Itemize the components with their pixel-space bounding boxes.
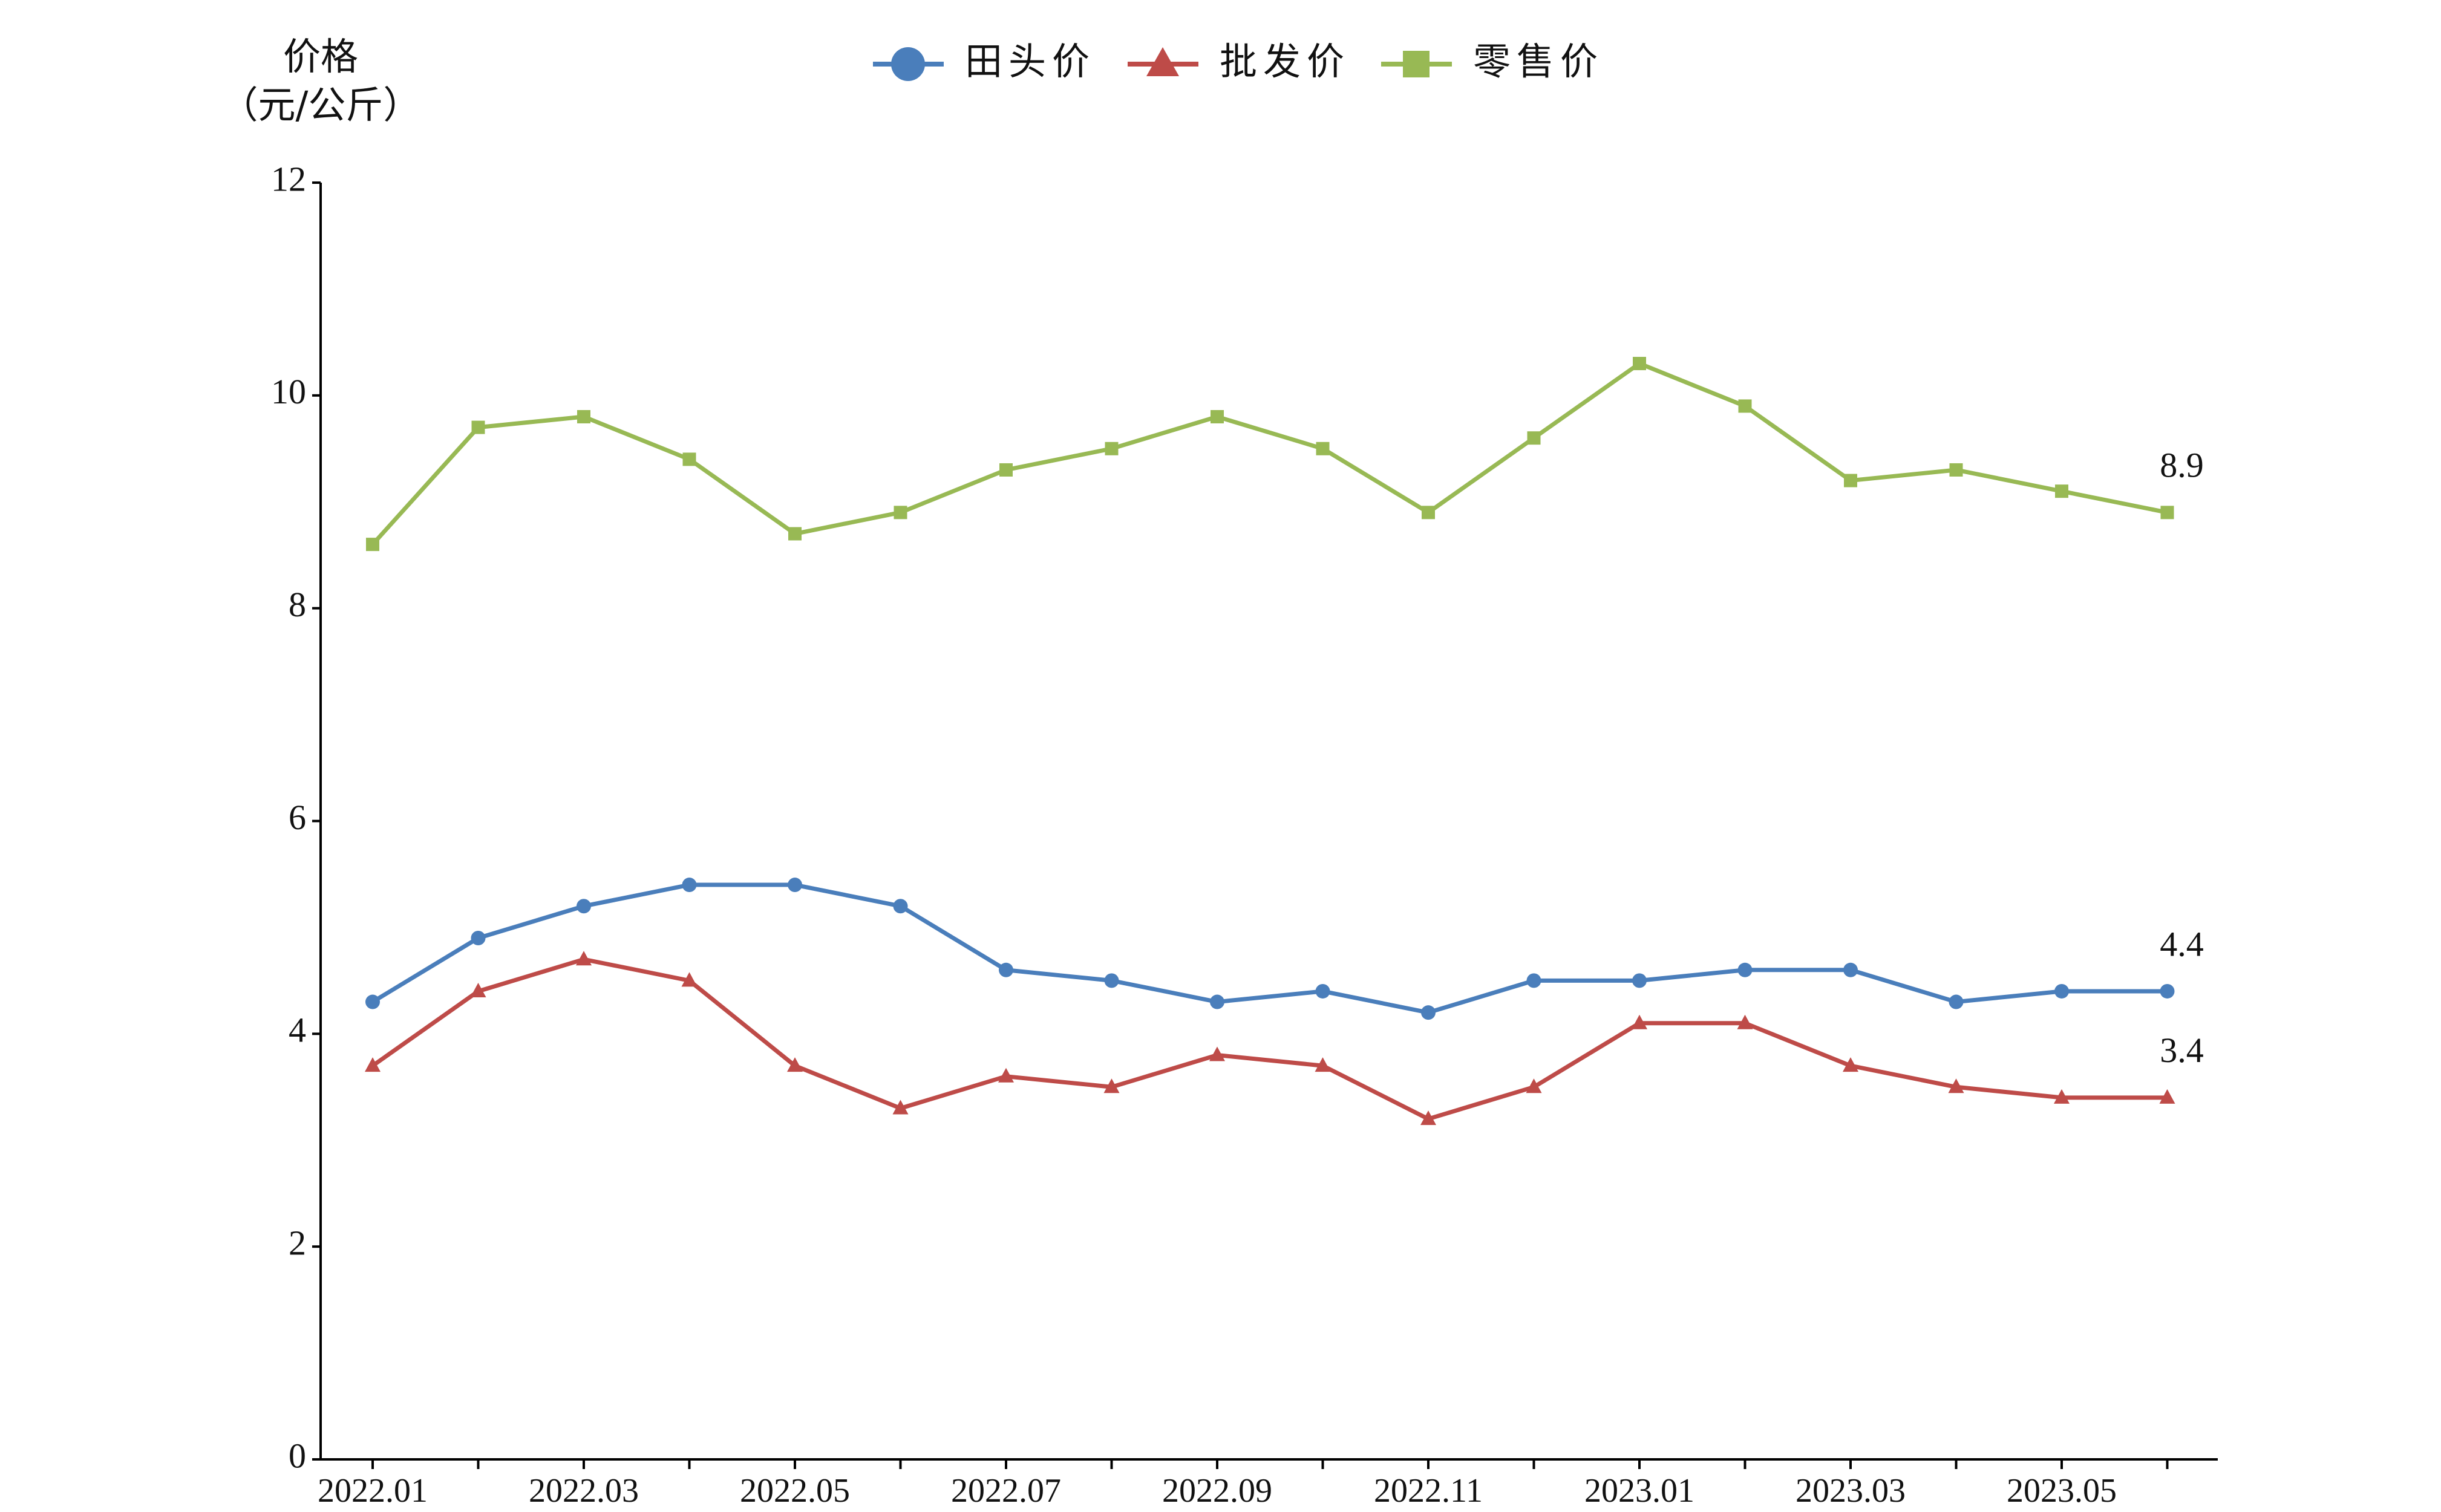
data-point xyxy=(1844,474,1857,487)
data-point xyxy=(1949,994,1964,1009)
x-tick-label: 2022.01 xyxy=(318,1472,428,1510)
x-tick-label: 2023.05 xyxy=(2007,1472,2117,1510)
data-point xyxy=(1737,1014,1753,1029)
series-line xyxy=(371,957,2168,1121)
x-tick-label: 2022.09 xyxy=(1162,1472,1272,1510)
data-point xyxy=(788,527,802,541)
data-point xyxy=(1843,1057,1858,1072)
data-point xyxy=(1210,994,1224,1009)
data-point xyxy=(2160,983,2175,999)
data-point xyxy=(893,899,908,914)
y-tick-label: 12 xyxy=(271,159,306,198)
data-point xyxy=(2054,1089,2070,1104)
data-point xyxy=(682,452,696,466)
data-point xyxy=(365,1057,381,1072)
data-point xyxy=(366,538,379,552)
legend-label: 零售价 xyxy=(1473,39,1604,83)
data-point xyxy=(1211,410,1224,424)
series-line xyxy=(371,361,2168,546)
data-label: 3.4 xyxy=(2160,1031,2204,1070)
data-point xyxy=(1315,983,1330,999)
data-point xyxy=(2160,506,2174,520)
data-point xyxy=(1422,506,1435,520)
data-point xyxy=(999,962,1013,977)
x-tick-label: 2022.05 xyxy=(740,1472,850,1510)
data-point xyxy=(1315,1057,1331,1072)
data-point xyxy=(1948,1078,1964,1093)
y-tick-label: 6 xyxy=(289,798,306,837)
y-tick-label: 8 xyxy=(289,585,306,624)
data-point xyxy=(470,982,486,997)
data-point xyxy=(1316,442,1330,455)
data-point xyxy=(1526,973,1541,988)
data-point xyxy=(365,994,380,1009)
data-point xyxy=(1633,357,1646,371)
y-axis-label: 价格 xyxy=(283,34,358,79)
data-point xyxy=(998,1067,1014,1083)
y-tick-label: 10 xyxy=(271,372,306,411)
data-point xyxy=(1209,1046,1225,1061)
y-axis-unit: （元/公斤） xyxy=(221,83,421,127)
legend-label: 田头价 xyxy=(965,39,1096,83)
data-point xyxy=(2054,983,2069,999)
legend-label: 批发价 xyxy=(1220,39,1350,83)
data-point xyxy=(681,972,698,987)
data-label: 8.9 xyxy=(2160,446,2204,485)
data-point xyxy=(471,420,485,434)
x-tick-label: 2022.07 xyxy=(951,1472,1061,1510)
data-point xyxy=(1526,1078,1542,1093)
x-tick-label: 2022.11 xyxy=(1374,1472,1483,1510)
data-point xyxy=(1949,463,1963,477)
y-tick-label: 4 xyxy=(289,1011,306,1050)
x-tick-label: 2023.01 xyxy=(1584,1472,1694,1510)
data-point xyxy=(894,506,907,520)
legend-marker xyxy=(1146,47,1179,76)
data-point xyxy=(2159,1089,2175,1104)
data-point xyxy=(1104,973,1119,988)
data-point xyxy=(1632,973,1647,988)
data-point xyxy=(999,463,1013,477)
data-point xyxy=(1421,1005,1436,1020)
data-point xyxy=(1632,1014,1647,1029)
legend-marker xyxy=(891,47,925,81)
data-point xyxy=(1420,1110,1436,1126)
data-point xyxy=(1103,1078,1120,1093)
data-point xyxy=(1737,962,1753,977)
x-tick-label: 2022.03 xyxy=(529,1472,639,1510)
data-point xyxy=(1527,431,1541,445)
data-point xyxy=(577,410,590,424)
data-point xyxy=(1843,962,1858,977)
data-point xyxy=(1105,442,1119,455)
data-label: 4.4 xyxy=(2160,924,2204,963)
data-point xyxy=(787,1057,803,1072)
data-point xyxy=(682,878,697,893)
data-point xyxy=(1738,399,1752,413)
data-point xyxy=(576,951,592,966)
data-point xyxy=(2055,484,2068,498)
series-line xyxy=(371,882,2168,1015)
data-point xyxy=(788,878,802,893)
y-tick-label: 2 xyxy=(289,1223,306,1262)
data-point xyxy=(577,899,591,914)
x-tick-label: 2023.03 xyxy=(1796,1472,1906,1510)
y-tick-label: 0 xyxy=(289,1436,306,1475)
legend-marker xyxy=(1403,51,1430,77)
data-point xyxy=(892,1100,909,1115)
data-point xyxy=(471,931,486,946)
